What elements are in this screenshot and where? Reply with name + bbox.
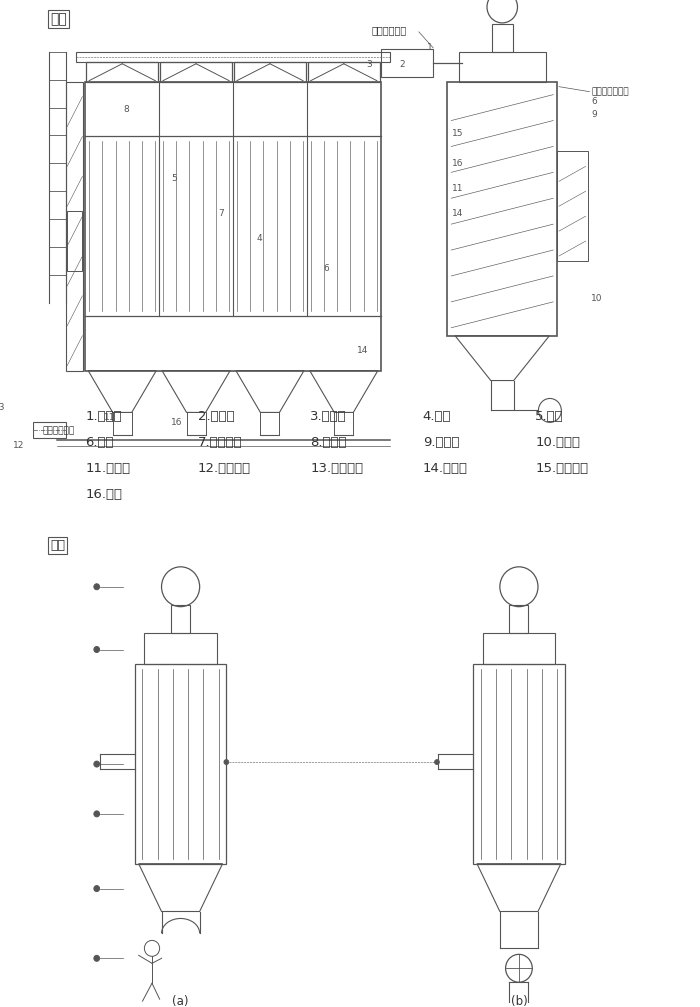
Text: 7: 7 [218,209,225,219]
Bar [308,61,380,82]
Text: 12: 12 [13,441,25,450]
Text: 10.排气阀: 10.排气阀 [535,436,580,449]
Text: 16: 16 [171,418,183,427]
Bar [85,82,381,371]
Text: 10: 10 [592,294,603,303]
Text: (a): (a) [172,995,189,1007]
Text: (b): (b) [510,995,527,1007]
Text: 分室脉冲控制箱: 分室脉冲控制箱 [592,88,629,96]
Circle shape [94,761,99,767]
Bar [335,413,354,435]
Circle shape [94,811,99,817]
Circle shape [94,646,99,653]
Text: 15.反吹风阀: 15.反吹风阀 [535,462,588,475]
Text: 4: 4 [257,234,262,243]
Bar [67,211,83,271]
Text: 5: 5 [171,174,177,183]
Text: 6: 6 [323,264,329,273]
Circle shape [94,885,99,891]
Text: 12.反吹风管: 12.反吹风管 [198,462,251,475]
Text: 8.检修门: 8.检修门 [310,436,346,449]
Text: 净化气体出口: 净化气体出口 [43,426,75,435]
Circle shape [224,759,229,764]
Bar [33,422,66,438]
Bar [459,51,545,82]
Text: 9.下花板: 9.下花板 [423,436,459,449]
Bar [483,632,555,665]
Bar [76,51,391,61]
Text: 1: 1 [428,43,433,51]
Text: 13: 13 [0,404,6,413]
Text: 5.袋室: 5.袋室 [535,411,564,423]
Circle shape [94,956,99,962]
Text: 2: 2 [400,59,405,68]
Bar [234,61,306,82]
Bar [492,24,512,51]
Text: 2.进气窗: 2.进气窗 [198,411,235,423]
Bar [187,413,206,435]
Circle shape [435,759,440,764]
Text: 4.走廊: 4.走廊 [423,411,452,423]
Text: 16: 16 [452,159,463,168]
Bar [381,48,433,77]
Text: 3.上花板: 3.上花板 [310,411,346,423]
Bar [510,604,528,632]
Text: 9: 9 [592,110,597,119]
Bar [171,604,190,632]
Text: 11: 11 [104,414,116,422]
Text: 15: 15 [452,130,463,139]
Bar [160,61,232,82]
Bar [144,632,217,665]
Bar [260,413,279,435]
Text: 11: 11 [452,184,463,193]
Text: 8: 8 [123,105,130,114]
Bar [66,82,83,371]
Text: 14: 14 [452,209,463,219]
Text: 16.灰斗: 16.灰斗 [85,488,122,501]
Text: 7.本体立框: 7.本体立框 [198,436,242,449]
Text: 14: 14 [357,345,368,354]
Text: 图一: 图一 [50,12,66,26]
Bar [86,61,158,82]
Bar [473,665,565,864]
Text: 14.排灰阀: 14.排灰阀 [423,462,468,475]
Bar [557,151,587,261]
Text: 13.反吹风机: 13.反吹风机 [310,462,363,475]
Bar [447,82,557,335]
Text: 6.滤袋: 6.滤袋 [85,436,114,449]
Text: 11.排气管: 11.排气管 [85,462,130,475]
Text: 6: 6 [592,97,597,106]
Bar [113,413,132,435]
Text: 1.进气管: 1.进气管 [85,411,122,423]
Text: 含尘气体入口: 含尘气体入口 [371,25,407,35]
Text: 图二: 图二 [50,539,65,552]
Bar [135,665,226,864]
Circle shape [94,584,99,590]
Text: 3: 3 [366,59,372,68]
